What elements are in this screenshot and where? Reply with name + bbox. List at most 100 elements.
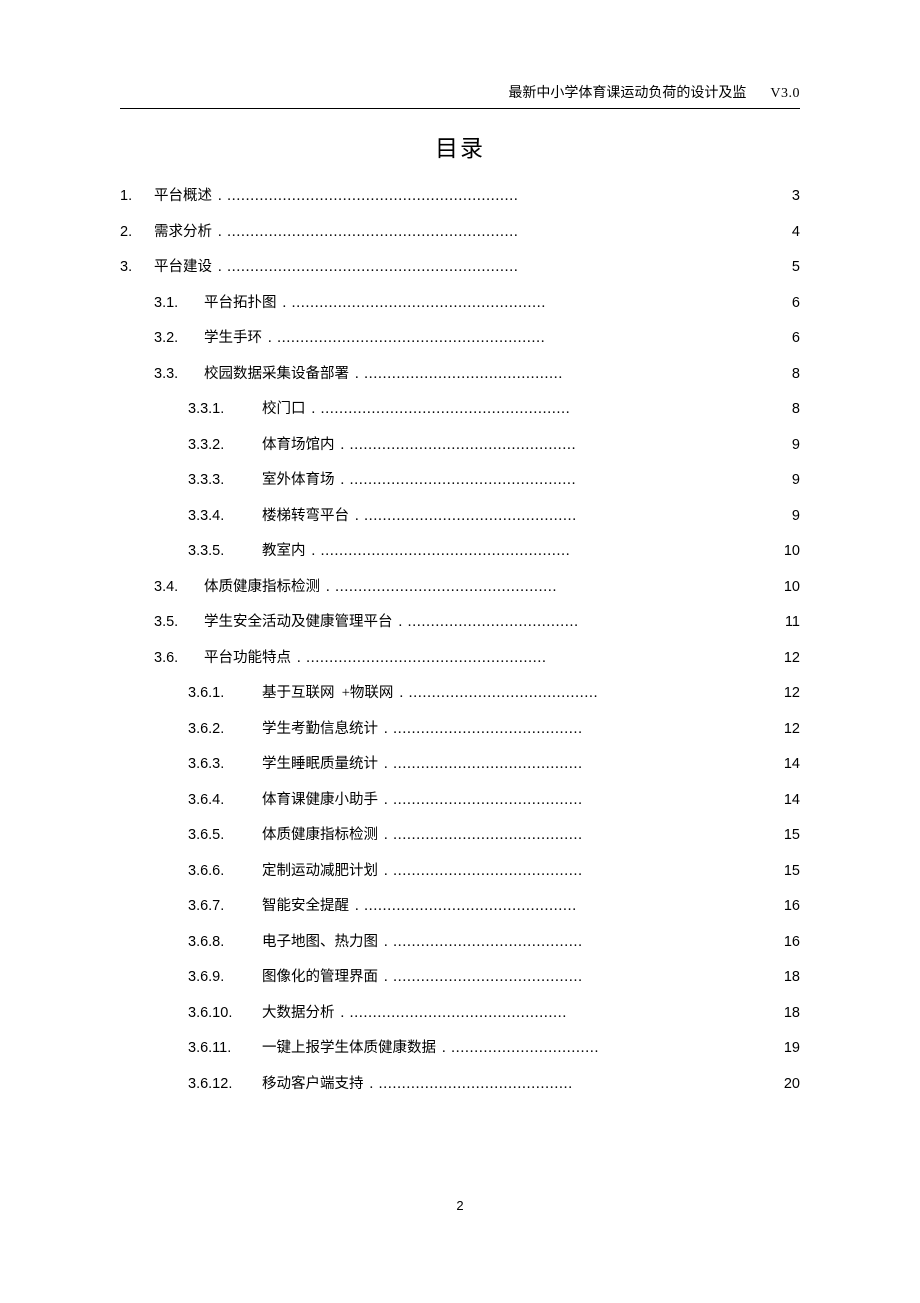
toc-entry-label: 图像化的管理界面 [262,970,378,985]
toc-entry-label: 校园数据采集设备部署 [204,367,349,382]
toc-entry-page: 18 [776,970,800,985]
toc-entry[interactable]: 3.4.体质健康指标检测 . .........................… [120,580,800,595]
toc-entry-leader: . ......................................… [384,793,583,808]
toc-entry-label: 基于互联网 +物联网 [262,686,393,701]
toc-entry[interactable]: 3.3.1.校门口. .............................… [120,402,800,417]
toc-entry-label: 校门口 [262,402,306,417]
toc-entry-leader: . ......................................… [355,509,577,524]
toc-entry-number: 3.3.1. [188,402,262,417]
toc-entry[interactable]: 3.6.3.学生睡眠质量统计 . .......................… [120,757,800,772]
toc-entry[interactable]: 3.2.学生手环. ..............................… [120,331,800,346]
toc-entry-leader: . ......................................… [326,580,557,595]
toc-entry-number: 3.1. [154,296,204,311]
toc-entry-page: 12 [776,686,800,701]
toc-entry-page: 8 [776,367,800,382]
toc-entry-label: 学生手环 [204,331,262,346]
toc-entry-leader: . ......................................… [355,899,577,914]
toc-entry-page: 14 [776,757,800,772]
toc-entry-leader: . ......................................… [399,686,598,701]
toc-entry-page: 9 [776,438,800,453]
toc-entry-number: 3.3.2. [188,438,262,453]
toc-entry-label: 平台拓扑图 [204,296,277,311]
toc-entry-label: 电子地图、热力图 [262,935,378,950]
toc-entry-number: 3. [120,260,154,275]
toc-entry-number: 3.2. [154,331,204,346]
toc-entry-label: 体育场馆内 [262,438,335,453]
toc-entry-page: 3 [776,189,800,204]
toc-entry-page: 4 [776,225,800,240]
toc-entry-page: 9 [776,473,800,488]
toc-entry-page: 20 [776,1077,800,1092]
toc-entry-page: 12 [776,722,800,737]
toc-entry-leader: . ......................................… [218,189,519,204]
toc-entry-label: 大数据分析 [262,1006,335,1021]
toc-entry-leader: . ......................................… [297,651,547,666]
toc-entry[interactable]: 3.3.5.教室内 . .............................… [120,544,800,559]
toc-entry-number: 3.6.11. [188,1041,262,1056]
header-version: V3.0 [770,86,800,102]
toc-entry-number: 3.3.5. [188,544,262,559]
toc-entry-page: 10 [776,544,800,559]
toc-entry-page: 12 [776,651,800,666]
toc-entry-label: 楼梯转弯平台 [262,509,349,524]
toc-entry-label: 室外体育场 [262,473,335,488]
toc-entry[interactable]: 3.6.1.基于互联网 +物联网. ......................… [120,686,800,701]
toc-entry-leader: . ......................................… [312,544,571,559]
toc-entry-leader: . ......................................… [384,757,583,772]
toc-entry-number: 3.5. [154,615,204,630]
toc-entry-number: 3.3.4. [188,509,262,524]
toc-entry[interactable]: 3.6.12.移动客户端支持 . .......................… [120,1077,800,1092]
toc-entry-page: 15 [776,864,800,879]
toc-entry[interactable]: 3.6.6.定制运动减肥计划 . .......................… [120,864,800,879]
toc-entry-label: 需求分析 [154,225,212,240]
toc-entry-number: 3.4. [154,580,204,595]
toc-entry-leader: . ......................................… [370,1077,574,1092]
toc-entry[interactable]: 3.6.5.体质健康指标检测 . .......................… [120,828,800,843]
toc-entry-number: 3.3. [154,367,204,382]
toc-entry[interactable]: 3.1.平台拓扑图 . .............................… [120,296,800,311]
toc-entry-label: 教室内 [262,544,306,559]
toc-entry-page: 6 [776,296,800,311]
toc-entry-number: 3.6.10. [188,1006,262,1021]
toc-entry-label: 学生睡眠质量统计 [262,757,378,772]
toc-entry-page: 19 [776,1041,800,1056]
toc-entry[interactable]: 3.6.10.大数据分析. ..........................… [120,1006,800,1021]
toc-entry-page: 5 [776,260,800,275]
toc-entry[interactable]: 1.平台概述. ................................… [120,189,800,204]
toc-entry[interactable]: 3.6.2.学生考勤信息统计 . .......................… [120,722,800,737]
toc-entry-page: 14 [776,793,800,808]
toc-entry[interactable]: 3.6.9.图像化的管理界面 . .......................… [120,970,800,985]
toc-entry-leader: . ......................................… [283,296,547,311]
toc-entry[interactable]: 3.6.11.一键上报学生体质健康数据 . ..................… [120,1041,800,1056]
toc-entry-page: 11 [776,615,800,630]
toc-entry-leader: . ......................................… [384,970,583,985]
toc-entry[interactable]: 3.3.校园数据采集设备部署 . .......................… [120,367,800,382]
toc-entry-leader: . ......................................… [218,260,519,275]
toc-entry-number: 3.6.7. [188,899,262,914]
toc-entry-number: 3.6.8. [188,935,262,950]
toc-entry-label: 智能安全提醒 [262,899,349,914]
toc-entry-label: 体育课健康小助手 [262,793,378,808]
toc-entry[interactable]: 3.6.4.体育课健康小助手 . .......................… [120,793,800,808]
toc-entry-label: 学生安全活动及健康管理平台 [204,615,393,630]
toc-entry[interactable]: 2.需求分析. ................................… [120,225,800,240]
toc-entry-number: 3.6.9. [188,970,262,985]
table-of-contents: 1.平台概述. ................................… [120,189,800,1091]
toc-entry-number: 3.6.3. [188,757,262,772]
toc-entry[interactable]: 3.3.3.室外体育场. ...........................… [120,473,800,488]
toc-entry[interactable]: 3.5.学生安全活动及健康管理平台 . ....................… [120,615,800,630]
toc-heading: 目录 [120,129,800,163]
toc-entry[interactable]: 3.3.4.楼梯转弯平台 . ..........................… [120,509,800,524]
toc-entry-page: 16 [776,899,800,914]
toc-entry[interactable]: 3.平台建设. ................................… [120,260,800,275]
toc-entry-number: 3.3.3. [188,473,262,488]
toc-entry[interactable]: 3.6.8.电子地图、热力图 . .......................… [120,935,800,950]
toc-entry[interactable]: 3.6.平台功能特点. ............................… [120,651,800,666]
toc-entry-page: 9 [776,509,800,524]
toc-entry-label: 平台功能特点 [204,651,291,666]
toc-entry-number: 1. [120,189,154,204]
toc-entry-leader: . ......................................… [384,935,583,950]
toc-entry[interactable]: 3.6.7.智能安全提醒 . .........................… [120,899,800,914]
toc-entry-label: 定制运动减肥计划 [262,864,378,879]
toc-entry[interactable]: 3.3.2.体育场馆内. ...........................… [120,438,800,453]
